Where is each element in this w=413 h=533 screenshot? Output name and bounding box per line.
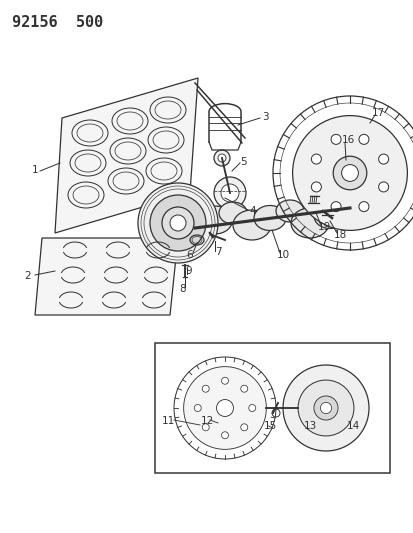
Circle shape bbox=[332, 156, 366, 190]
Text: 15: 15 bbox=[263, 421, 276, 431]
Text: 6: 6 bbox=[186, 250, 193, 260]
Circle shape bbox=[240, 385, 247, 392]
Bar bbox=[154, 343, 389, 473]
Text: 9: 9 bbox=[185, 266, 192, 276]
Ellipse shape bbox=[290, 208, 328, 238]
Text: 1: 1 bbox=[32, 165, 38, 175]
Circle shape bbox=[221, 184, 238, 202]
Text: 17: 17 bbox=[370, 108, 384, 118]
Text: 18: 18 bbox=[332, 230, 346, 240]
Circle shape bbox=[183, 367, 266, 449]
Text: 11: 11 bbox=[161, 416, 174, 426]
Text: 13: 13 bbox=[303, 421, 316, 431]
Ellipse shape bbox=[313, 204, 345, 229]
Circle shape bbox=[330, 201, 340, 212]
Circle shape bbox=[297, 380, 353, 436]
Text: 5: 5 bbox=[240, 157, 247, 167]
Ellipse shape bbox=[254, 206, 285, 230]
Circle shape bbox=[240, 424, 247, 431]
Circle shape bbox=[194, 405, 201, 411]
Circle shape bbox=[313, 396, 337, 420]
Circle shape bbox=[330, 134, 340, 144]
Circle shape bbox=[248, 405, 255, 411]
Circle shape bbox=[202, 424, 209, 431]
Circle shape bbox=[292, 116, 406, 230]
Circle shape bbox=[378, 154, 388, 164]
Circle shape bbox=[161, 207, 194, 239]
Ellipse shape bbox=[275, 200, 303, 222]
Text: 8: 8 bbox=[179, 284, 186, 294]
Circle shape bbox=[214, 177, 245, 209]
Circle shape bbox=[341, 165, 358, 181]
Text: 14: 14 bbox=[346, 421, 359, 431]
Text: 12: 12 bbox=[200, 416, 213, 426]
Circle shape bbox=[311, 182, 320, 192]
Ellipse shape bbox=[233, 210, 271, 240]
Circle shape bbox=[221, 432, 228, 439]
Text: 10: 10 bbox=[276, 250, 289, 260]
Polygon shape bbox=[35, 238, 178, 315]
Text: 3: 3 bbox=[261, 112, 268, 122]
Polygon shape bbox=[55, 78, 197, 233]
Circle shape bbox=[216, 400, 233, 416]
Text: 19: 19 bbox=[317, 222, 330, 232]
Circle shape bbox=[378, 182, 388, 192]
Circle shape bbox=[358, 201, 368, 212]
Circle shape bbox=[170, 215, 185, 231]
Ellipse shape bbox=[197, 206, 232, 234]
Circle shape bbox=[150, 195, 206, 251]
Text: 92156  500: 92156 500 bbox=[12, 15, 103, 30]
Text: 16: 16 bbox=[341, 135, 354, 145]
Circle shape bbox=[282, 365, 368, 451]
Circle shape bbox=[214, 150, 230, 166]
Ellipse shape bbox=[218, 202, 247, 224]
Text: 2: 2 bbox=[25, 271, 31, 281]
Circle shape bbox=[221, 377, 228, 384]
Circle shape bbox=[311, 154, 320, 164]
Circle shape bbox=[138, 183, 218, 263]
Text: 4: 4 bbox=[249, 206, 256, 216]
Circle shape bbox=[320, 402, 331, 414]
Circle shape bbox=[218, 154, 225, 162]
Circle shape bbox=[358, 134, 368, 144]
Circle shape bbox=[202, 385, 209, 392]
Text: 7: 7 bbox=[214, 247, 221, 257]
